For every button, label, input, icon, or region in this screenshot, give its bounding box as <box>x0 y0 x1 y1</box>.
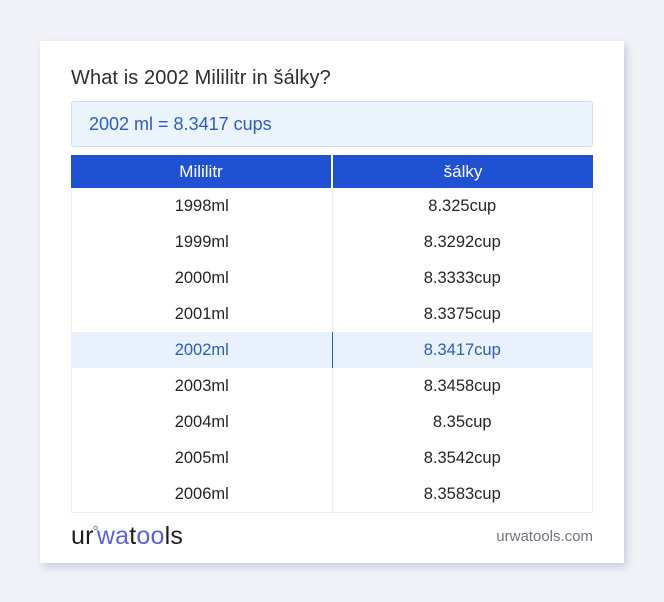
page-title: What is 2002 Mililitr in šálky? <box>71 67 331 89</box>
conversion-table: Mililitr šálky 1998ml 8.325cup 1999ml 8.329… <box>71 155 593 513</box>
cell-mililitr: 2000ml <box>72 260 333 296</box>
table-row: 2003ml 8.3458cup <box>72 368 592 404</box>
table-row: 2005ml 8.3542cup <box>72 440 592 476</box>
table-header-mililitr: Mililitr <box>71 155 333 188</box>
logo-degree-icon: ° <box>92 522 99 540</box>
cell-salky: 8.3417cup <box>423 340 501 359</box>
table-row: 1999ml 8.3292cup <box>72 224 592 260</box>
table-body: 1998ml 8.325cup 1999ml 8.3292cup 2000ml 8.333… <box>72 188 592 512</box>
cell-salky: 8.35cup <box>432 412 492 431</box>
cell-salky: 8.3542cup <box>423 448 501 467</box>
table-row: 2000ml 8.3333cup <box>72 260 592 296</box>
logo-text-dark: t <box>129 521 137 550</box>
logo-text-blue: wa <box>96 521 130 550</box>
cell-mililitr: 2006ml <box>72 476 333 512</box>
converter-card: What is 2002 Mililitr in šálky? 2002 ml … <box>40 41 624 563</box>
cell-salky: 8.325cup <box>428 196 497 215</box>
cell-mililitr: 2001ml <box>72 296 333 332</box>
logo-glasses-oo: oo <box>136 521 165 550</box>
table-row: 2001ml 8.3375cup <box>72 296 592 332</box>
table-row: 2006ml 8.3583cup <box>72 476 592 512</box>
table-header-salky: šálky <box>443 161 483 181</box>
card-footer: ur°watools urwatools.com <box>71 516 593 556</box>
cell-mililitr: 2005ml <box>72 440 333 476</box>
logo-text-dark: ls <box>164 521 184 550</box>
cell-salky: 8.3333cup <box>423 268 501 287</box>
cell-salky: 8.3375cup <box>423 304 501 323</box>
conversion-result-box: 2002 ml = 8.3417 cups <box>71 101 593 147</box>
cell-salky: 8.3292cup <box>423 232 501 251</box>
cell-salky: 8.3583cup <box>423 484 501 503</box>
table-row-highlighted: 2002ml 8.3417cup <box>72 332 592 368</box>
table-header-row: Mililitr šálky <box>71 155 593 188</box>
cell-mililitr: 2004ml <box>72 404 333 440</box>
cell-salky: 8.3458cup <box>423 376 501 395</box>
table-row: 1998ml 8.325cup <box>72 188 592 224</box>
cell-mililitr: 2002ml <box>72 332 333 368</box>
urwatools-logo[interactable]: ur°watools <box>71 521 184 550</box>
cell-mililitr: 1999ml <box>72 224 333 260</box>
cell-mililitr: 2003ml <box>72 368 333 404</box>
conversion-result-text: 2002 ml = 8.3417 cups <box>89 113 272 134</box>
table-row: 2004ml 8.35cup <box>72 404 592 440</box>
logo-text-dark: ur <box>71 521 94 550</box>
cell-mililitr: 1998ml <box>72 188 333 224</box>
site-domain-text: urwatools.com <box>496 527 593 545</box>
